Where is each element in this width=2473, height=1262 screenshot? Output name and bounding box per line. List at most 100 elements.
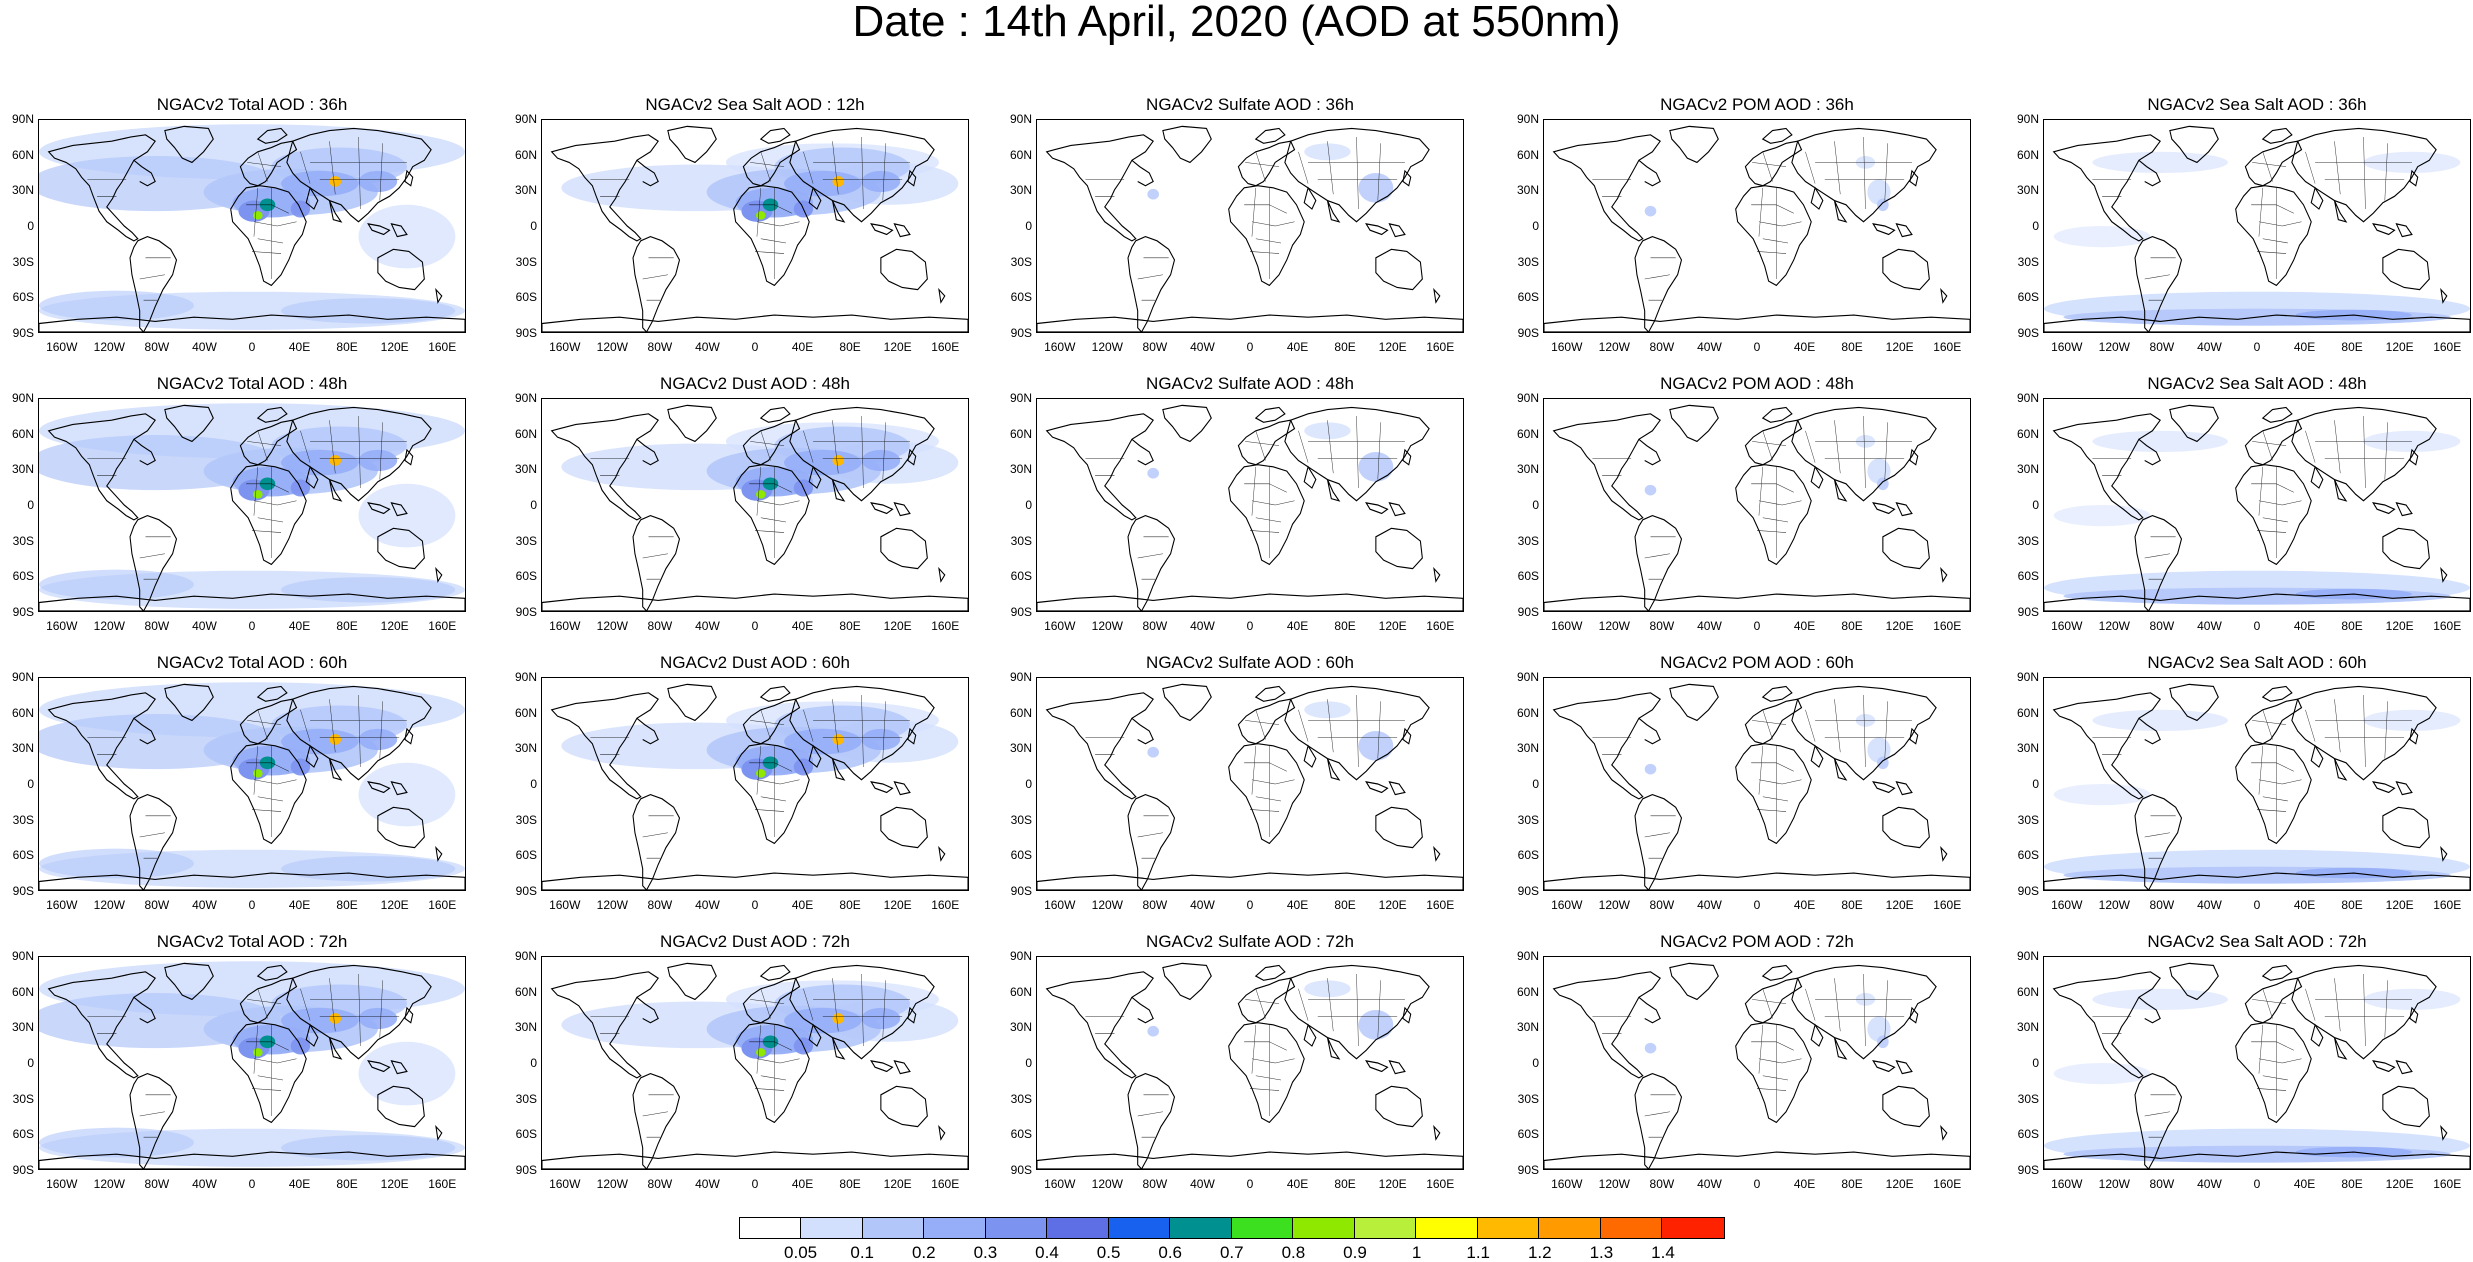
latitude-label: 30S [1010,812,1032,827]
longitude-label: 40E [1286,340,1309,354]
longitude-label: 0 [1246,340,1254,354]
latitude-label: 60N [2016,984,2039,999]
latitude-label: 30N [2016,462,2039,477]
latitude-label: 60S [515,1127,537,1142]
longitude-label: 160W [549,1177,581,1191]
latitude-label: 90S [1517,605,1539,619]
longitude-label: 0 [248,340,256,354]
longitude-label: 80W [144,619,170,633]
coastline [1037,683,1463,890]
longitude-label: 160W [2051,1177,2083,1191]
aod-shading [1358,173,1394,203]
longitude-label: 0 [2253,619,2261,633]
longitude-label: 120E [380,898,409,912]
longitude-label: 0 [248,619,256,633]
latitude-label: 30S [515,1091,537,1106]
world-map [1544,125,1970,332]
longitude-label: 80W [144,1177,170,1191]
longitude-label: 40E [2293,898,2316,912]
map-panel [541,398,969,612]
colorbar-swatch [1477,1218,1540,1238]
aod-shading [252,769,263,778]
longitude-label: 120E [2385,898,2414,912]
longitude-label: 40E [288,898,311,912]
aod-shading [1304,143,1351,161]
panel-title: NGACv2 POM AOD : 72h [1660,932,1854,951]
longitude-label: 80E [1841,340,1863,354]
colorbar-tick-label: 0.4 [1035,1243,1059,1262]
colorbar-swatch [1170,1218,1232,1238]
latitude-label: 0 [1025,219,1032,233]
longitude-label: 160W [46,898,78,912]
longitude-label: 0 [1753,1177,1761,1191]
longitude-label: 80E [336,1177,358,1191]
map-panel [1543,956,1971,1170]
latitude-label: 30S [1517,812,1539,827]
latitude-label: 90N [2016,670,2039,684]
longitude-label: 160E [1933,619,1962,633]
longitude-label: 160W [2051,619,2083,633]
longitude-label: 160E [2433,898,2462,912]
aod-shading [755,211,766,220]
colorbar-tick-label: 0.2 [911,1243,936,1262]
longitude-label: 40W [695,898,720,912]
colorbar-swatch [801,1218,863,1238]
longitude-label: 80E [839,619,861,633]
panel-title: NGACv2 POM AOD : 48h [1660,374,1854,393]
latitude-label: 30S [1517,254,1539,269]
map-panel [541,119,969,333]
longitude-label: 120E [2385,340,2414,354]
longitude-label: 40E [2293,619,2316,633]
aod-shading [784,449,862,476]
longitude-label: 0 [248,898,256,912]
latitude-label: 30N [1009,183,1032,198]
colorbar-tick-label: 0.7 [1219,1243,1244,1262]
latitude-label: 0 [530,777,537,791]
longitude-label: 120W [1598,619,1630,633]
aod-shading [1644,1042,1657,1054]
longitude-label: 40E [1793,898,1816,912]
panel-title: NGACv2 Dust AOD : 60h [660,653,850,672]
latitude-label: 30N [11,741,34,756]
colorbar-tick-label: 0.8 [1281,1243,1306,1262]
colorbar-swatch [1416,1218,1478,1238]
latitude-label: 30N [2016,1020,2039,1035]
latitude-label: 30N [514,741,537,756]
longitude-label: 120E [883,898,912,912]
longitude-label: 160E [1933,1177,1962,1191]
longitude-label: 0 [751,1177,759,1191]
latitude-label: 90S [1517,884,1539,898]
latitude-label: 90S [12,326,34,340]
latitude-label: 30S [515,254,537,269]
latitude-label: 60N [1516,147,1539,162]
panel-title: NGACv2 POM AOD : 60h [1660,653,1854,672]
latitude-label: 90N [2016,112,2039,126]
latitude-label: 30S [515,533,537,548]
longitude-label: 0 [751,898,759,912]
longitude-label: 80E [336,340,358,354]
map-panel [2043,956,2471,1170]
world-map [542,683,968,890]
longitude-label: 80W [1142,898,1168,912]
longitude-label: 120E [1885,898,1914,912]
longitude-label: 160W [549,898,581,912]
longitude-label: 0 [1246,619,1254,633]
panel-title: NGACv2 Sea Salt AOD : 60h [2147,653,2367,672]
latitude-label: 60N [1516,426,1539,441]
latitude-label: 90N [1516,391,1539,405]
longitude-label: 120E [2385,1177,2414,1191]
latitude-label: 90S [515,1163,537,1177]
longitude-label: 80E [1334,898,1356,912]
longitude-label: 160E [1426,340,1455,354]
panel-title: NGACv2 Sea Salt AOD : 72h [2147,932,2367,951]
map-panel [2043,398,2471,612]
latitude-label: 0 [1532,498,1539,512]
aod-shading [281,577,456,603]
latitude-label: 90S [2017,884,2039,898]
latitude-label: 30S [12,812,34,827]
longitude-label: 0 [248,1177,256,1191]
longitude-label: 40W [192,619,217,633]
latitude-label: 30S [2017,254,2039,269]
longitude-label: 40W [1697,898,1722,912]
latitude-label: 30N [11,462,34,477]
